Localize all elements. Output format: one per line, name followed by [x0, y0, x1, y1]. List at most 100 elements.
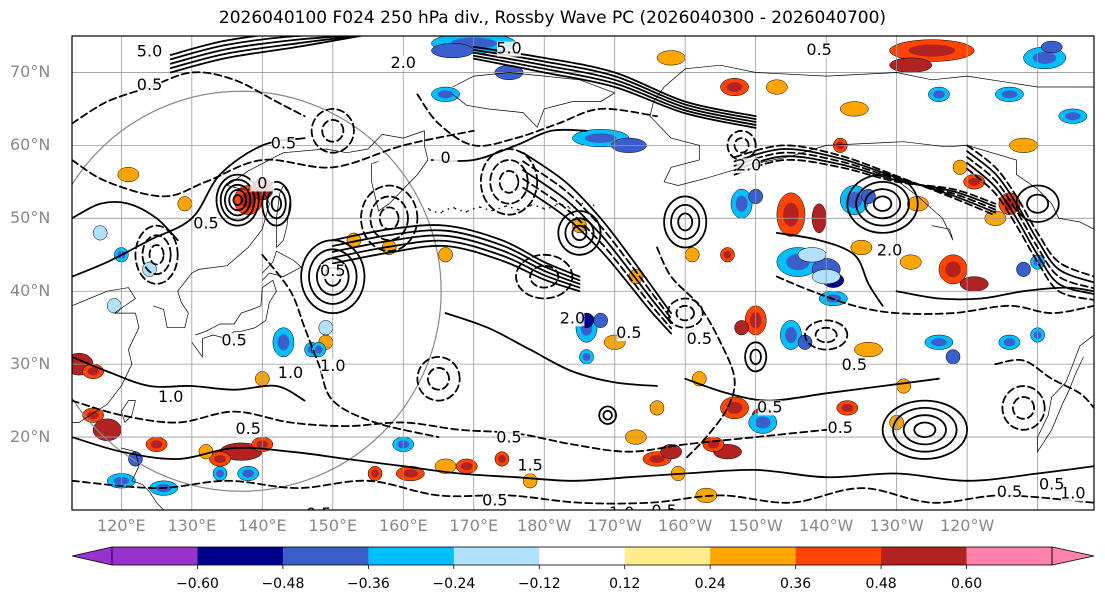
map-title: 2026040100 F024 250 hPa div., Rossby Wav…	[218, 8, 887, 28]
colorbar-tick-label: −0.48	[261, 576, 305, 592]
coastline	[1037, 334, 1094, 453]
positive-contour	[472, 49, 757, 120]
colorbar-tick-label: −0.24	[432, 576, 476, 592]
positive-contour	[430, 128, 588, 162]
latitude-label: 60°N	[10, 135, 51, 155]
longitude-label: 140°W	[798, 516, 854, 535]
graticule	[72, 36, 1094, 510]
positive-contour	[733, 155, 997, 208]
aleutian-island	[465, 210, 468, 213]
positive-contour	[775, 232, 884, 307]
colorbar-segment	[197, 547, 284, 565]
negative-contour	[498, 169, 520, 194]
latitude-label: 50°N	[10, 208, 51, 228]
positive-contour	[670, 203, 701, 240]
positive-contour	[522, 186, 672, 335]
divergence-core	[277, 334, 290, 351]
divergence-core	[945, 261, 961, 278]
aleutian-island	[485, 208, 488, 210]
positive-contour	[855, 180, 910, 227]
positive-contour	[602, 409, 613, 421]
negative-contour	[733, 158, 997, 205]
negative-contour	[966, 156, 1094, 290]
contour-label: 5.0	[137, 42, 162, 61]
contour-label: 1.0	[1060, 483, 1085, 502]
colorbar-tick-label: 0.24	[694, 576, 726, 592]
positive-contour	[232, 194, 243, 207]
divergence-core	[498, 454, 506, 463]
negative-contour	[656, 246, 736, 460]
contour-label: 0	[257, 173, 267, 192]
contour-label: 0.5	[235, 419, 260, 438]
contour-label: 0.5	[271, 133, 296, 152]
positive-contour	[684, 377, 940, 402]
positive-contour	[895, 286, 1094, 301]
positive-contour	[331, 234, 581, 285]
divergence-core	[735, 195, 748, 212]
positive-contour	[881, 399, 969, 460]
colorbar-tick-label: −0.12	[517, 576, 561, 592]
positive-contour	[300, 239, 366, 315]
coastline	[452, 72, 616, 128]
contour-label: 1.0	[609, 503, 634, 522]
contour-label: 0.5	[482, 491, 507, 510]
positive-contour	[169, 36, 317, 61]
colorbar-extend-high	[1051, 546, 1095, 566]
negative-contour	[529, 264, 560, 289]
contour-label: 0.5	[496, 427, 521, 446]
divergence-core	[240, 192, 256, 209]
divergence-patch	[117, 167, 140, 183]
colorbar-tick-label: 0.12	[609, 576, 641, 592]
divergence-patch	[945, 349, 961, 365]
negative-contour	[72, 399, 828, 453]
negative-contour	[369, 195, 409, 242]
longitude-label: 140°E	[237, 516, 287, 535]
divergence-patch	[684, 247, 700, 263]
aleutian-island	[480, 206, 482, 209]
divergence-patch	[106, 298, 122, 314]
aleutian-island	[516, 208, 519, 211]
negative-contour	[378, 206, 400, 231]
aleutian-island	[581, 202, 584, 205]
divergence-core	[841, 403, 854, 412]
aleutian-island	[427, 207, 430, 210]
aleutian-island	[568, 207, 571, 209]
positive-contour	[223, 183, 252, 217]
positive-contour	[1026, 193, 1050, 214]
colorbar-extend-low	[71, 546, 113, 566]
aleutian-island	[592, 204, 595, 206]
aleutian-island	[453, 207, 455, 209]
positive-contour	[72, 137, 306, 278]
divergence-core	[242, 469, 255, 478]
divergence-patch	[177, 196, 193, 212]
negative-contour	[360, 184, 419, 253]
positive-contour	[331, 229, 581, 282]
divergence-core	[460, 462, 473, 471]
positive-contour	[872, 195, 893, 212]
coastline	[72, 287, 140, 423]
contour-label: 0.5	[306, 504, 331, 523]
divergence-core	[931, 338, 947, 347]
contour-label: 0.5	[842, 355, 867, 374]
colorbar-segment	[282, 547, 369, 565]
contour-label: 0.5	[1039, 475, 1064, 494]
aleutian-island	[478, 206, 481, 208]
divergence-core	[1001, 90, 1018, 99]
aleutian-island	[434, 211, 437, 213]
positive-contour	[677, 212, 694, 232]
longitude-label: 130°E	[167, 516, 217, 535]
contour-label: 0.5	[221, 330, 246, 349]
contour-label: 0.5	[320, 261, 345, 280]
divergence-core	[785, 326, 797, 344]
positive-contour	[522, 151, 672, 314]
positive-contour	[749, 348, 762, 366]
aleutian-island	[429, 209, 431, 211]
contour-label: 0.5	[193, 214, 218, 233]
positive-contour	[733, 148, 997, 214]
divergence-patch	[318, 320, 334, 336]
contour-label: 2.0	[560, 308, 585, 327]
positive-contour	[913, 421, 937, 439]
divergence-core	[1003, 338, 1016, 347]
latitude-label: 20°N	[10, 427, 51, 447]
